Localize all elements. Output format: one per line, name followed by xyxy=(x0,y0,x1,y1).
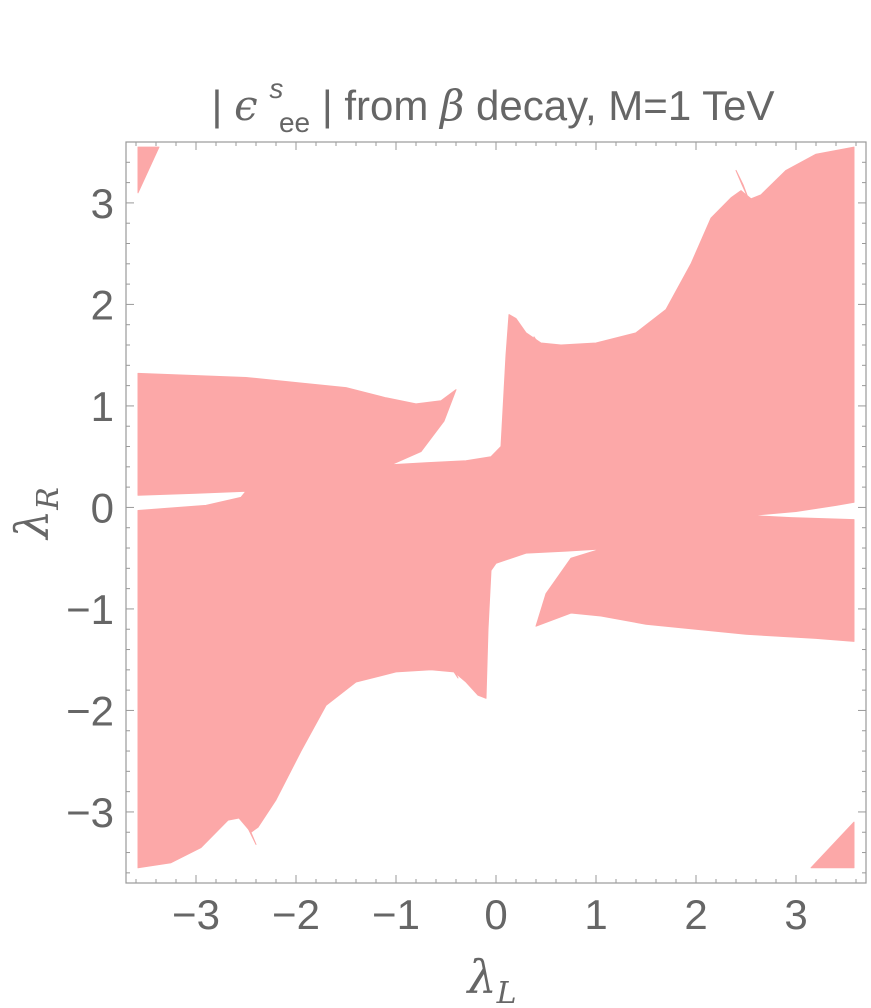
allowed-regions xyxy=(137,146,855,869)
y-tick-label: 3 xyxy=(91,180,114,227)
y-tick-label: −2 xyxy=(66,687,114,734)
y-axis-label-group: λR xyxy=(5,487,66,541)
y-axis-symbol: λ xyxy=(5,510,59,541)
x-tick-label: 1 xyxy=(584,891,607,938)
x-tick-label: −3 xyxy=(172,891,220,938)
allowed-sliver-upper-right xyxy=(735,169,749,199)
y-tick-label: 0 xyxy=(91,484,114,531)
title-abs-open: | xyxy=(212,82,223,129)
x-axis-symbol: λ xyxy=(465,950,496,1004)
x-tick-label: 2 xyxy=(684,891,707,938)
allowed-sliver-lower-middle xyxy=(443,645,459,679)
y-tick-label: −1 xyxy=(66,586,114,633)
allowed-sliver-lower-left xyxy=(243,816,257,845)
x-axis-subscript: L xyxy=(496,976,517,1008)
allowed-region-top-left xyxy=(137,146,160,194)
allowed-region-main xyxy=(137,146,855,869)
tick-labels: −3 −2 −1 0 1 2 3 −3 −2 −1 0 1 2 3 xyxy=(66,180,808,938)
chart-title: | ϵ s ee | from β decay, M=1 TeV xyxy=(212,60,775,141)
title-from: | from xyxy=(322,82,440,129)
title-rest: decay, M=1 TeV xyxy=(476,82,774,129)
allowed-sliver-upper-middle xyxy=(533,336,549,370)
title-epsilon: ϵ xyxy=(234,81,258,130)
x-tick-label: −1 xyxy=(372,891,420,938)
x-tick-label: 0 xyxy=(484,891,507,938)
title-subscript: ee xyxy=(279,107,310,138)
y-tick-label: 2 xyxy=(91,281,114,328)
x-tick-label: −2 xyxy=(272,891,320,938)
minor-ticks xyxy=(126,142,866,883)
title-beta: β xyxy=(438,81,464,130)
title-superscript: s xyxy=(269,73,283,104)
y-axis-subscript: R xyxy=(31,487,66,511)
y-tick-label: 1 xyxy=(91,383,114,430)
x-axis-label: λL xyxy=(465,950,516,1008)
x-tick-label: 3 xyxy=(784,891,807,938)
y-axis-label: λR xyxy=(5,487,66,541)
allowed-region-bottom-right xyxy=(810,821,855,869)
y-tick-label: −3 xyxy=(66,789,114,836)
major-ticks xyxy=(126,142,866,883)
